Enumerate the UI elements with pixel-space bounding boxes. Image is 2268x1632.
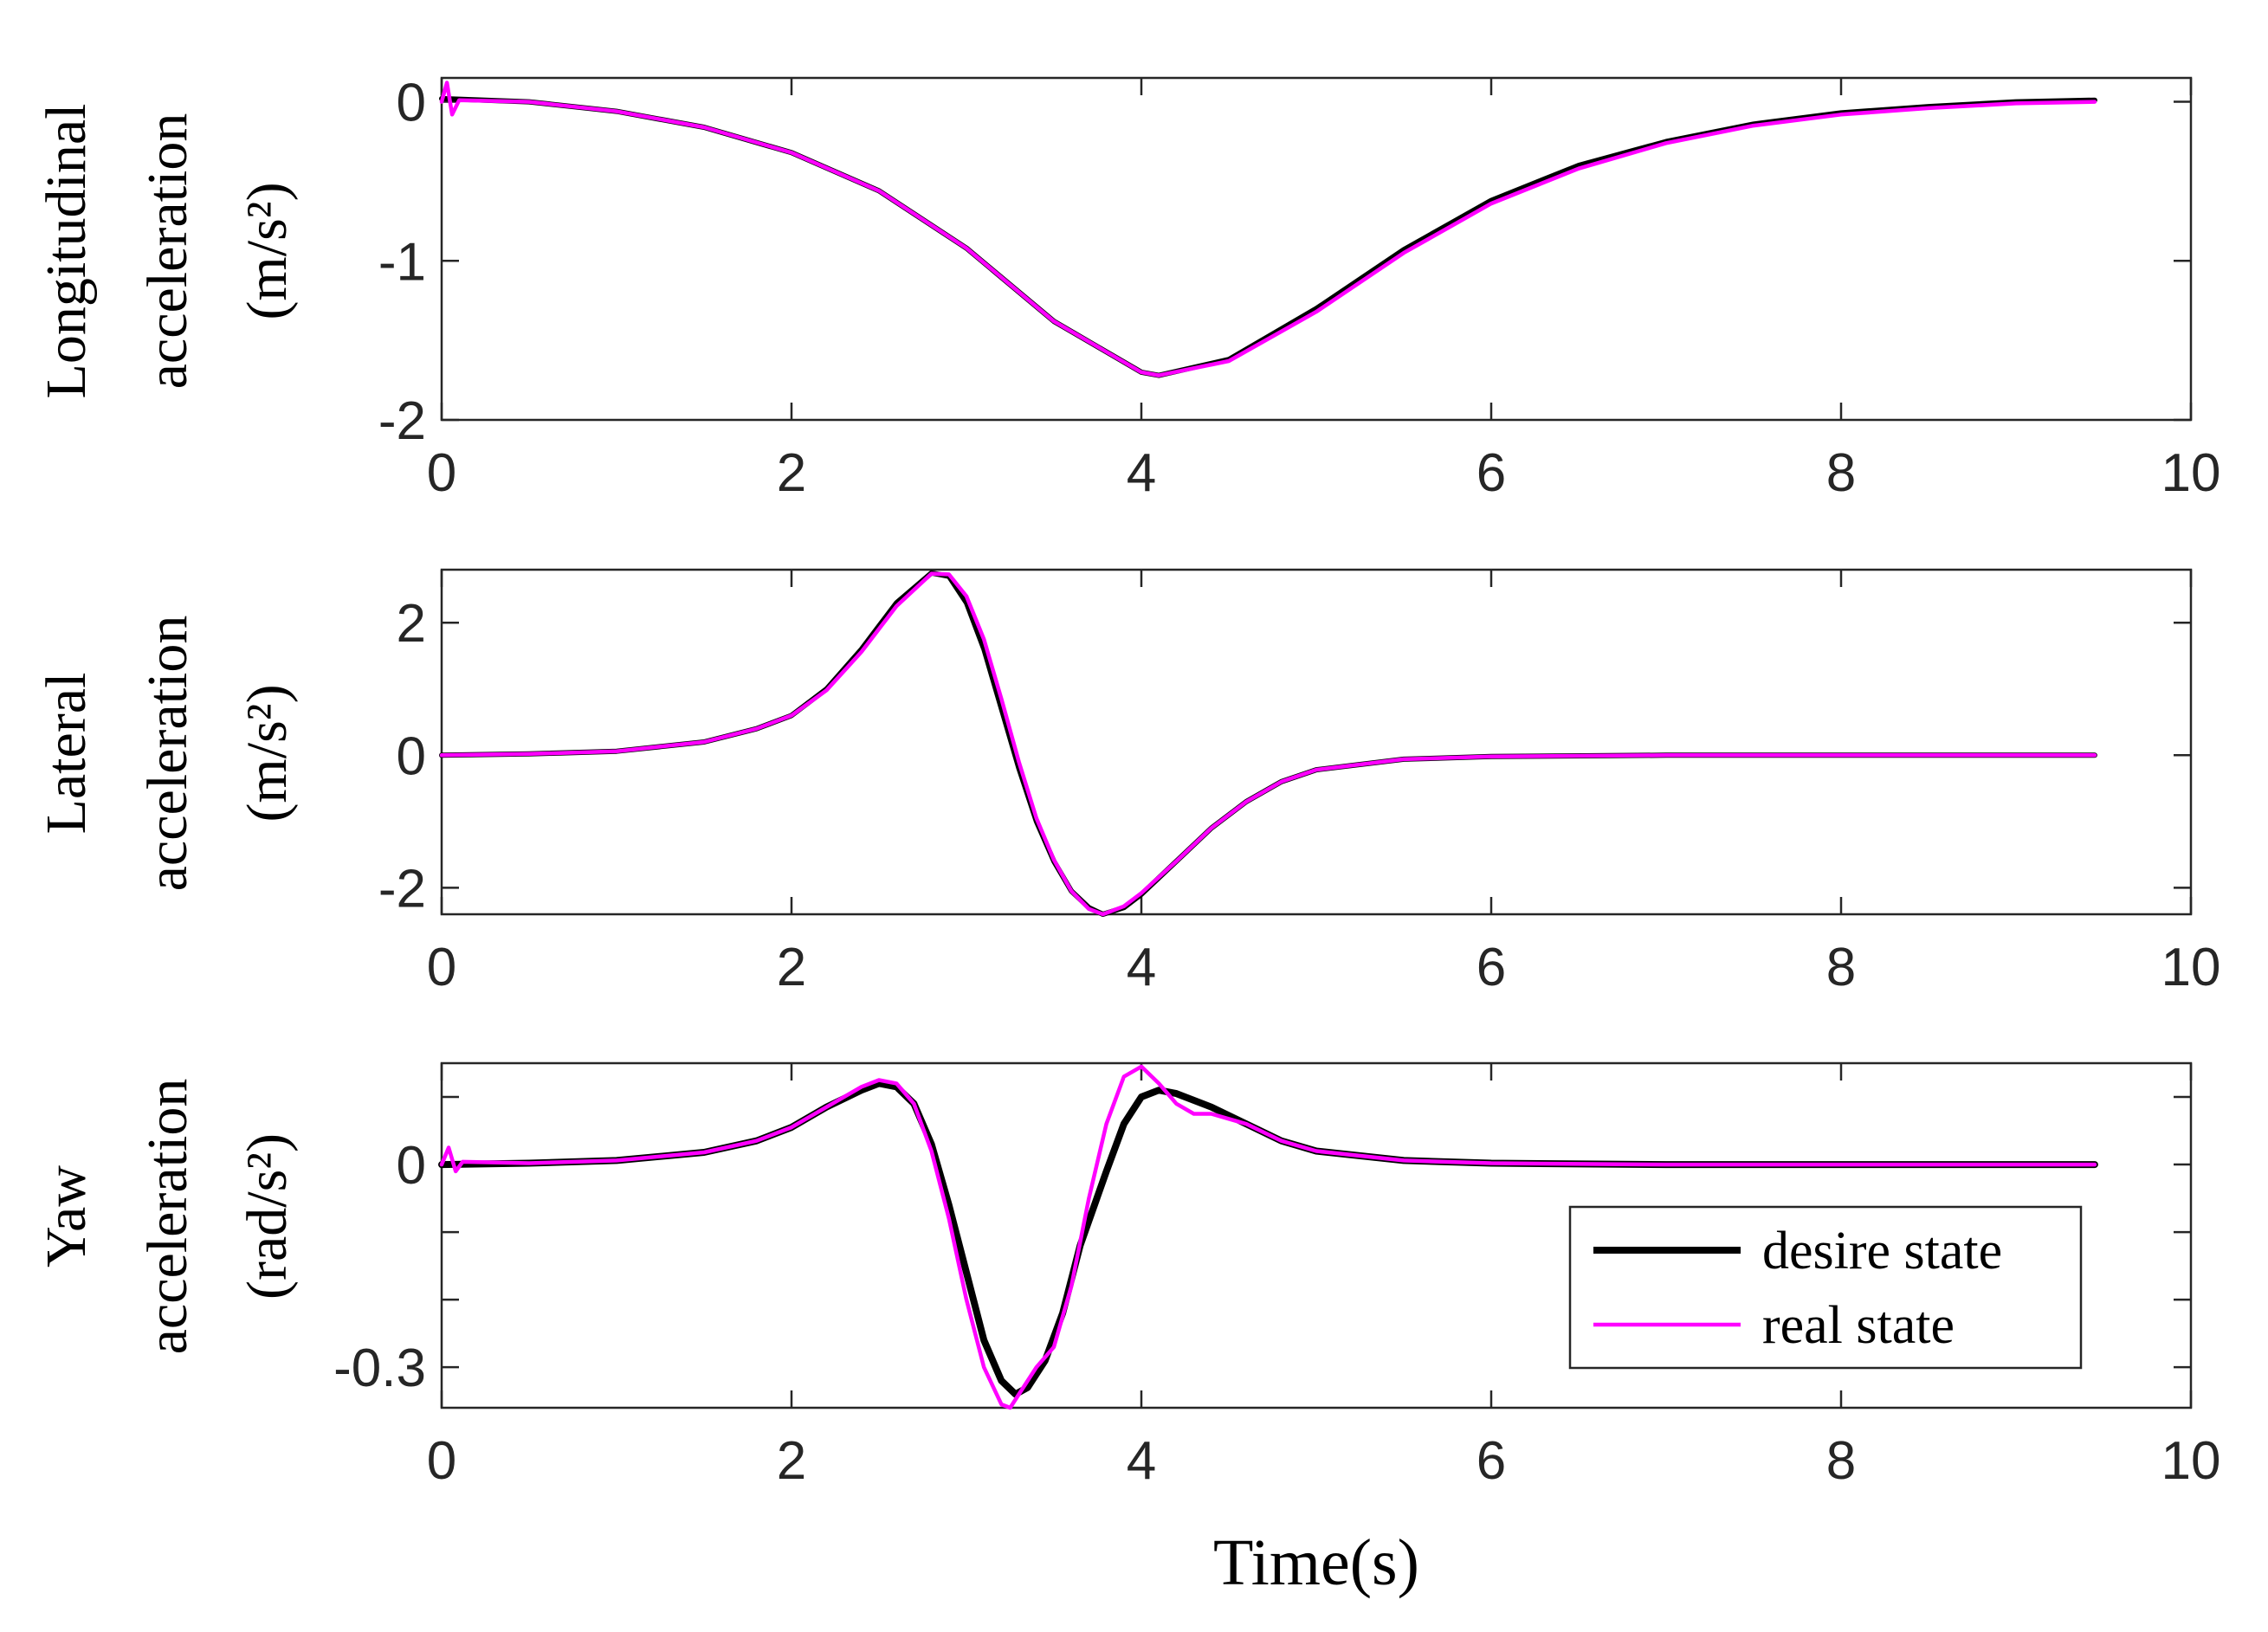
y-tick-label: -1 [378,232,426,292]
plot-area-frame [440,76,2193,422]
x-tick-label: 2 [777,1431,806,1491]
x-tick-label: 0 [427,1431,456,1491]
legend-box [1568,1205,2083,1370]
y-axis-label-line-2: acceleration [136,113,199,390]
x-tick-label: 6 [1476,443,1506,503]
series-line-real-state [439,81,2097,377]
x-tick-label: 0 [427,938,456,997]
x-tick-label: 8 [1826,1431,1856,1491]
y-axis-label-line-2: acceleration [136,616,199,892]
y-axis-label-line-1: Longitudinal [35,104,98,399]
x-tick-label: 10 [2161,1431,2221,1491]
y-axis-label-line-1: Yaw [35,1165,98,1268]
plot-area-frame [440,1061,2193,1409]
legend-label-real-state: real state [1762,1296,1955,1355]
series-lines [439,570,2097,917]
axis-ticks: 0 2 4 6 8 10-202 [378,570,2221,997]
x-tick-label: 0 [427,443,456,503]
x-tick-label: 4 [1127,443,1156,503]
legend-label-desire-state: desire state [1762,1222,2002,1280]
series-line-desire-state [439,95,2097,378]
series-line-real-state [439,1064,2097,1410]
y-axis-label-line-3: (rad/s²) [236,1133,299,1300]
axis-ticks: 0 2 4 6 8 10-0.30 [333,1063,2220,1491]
plot-area-frame [440,568,2193,916]
y-axis-label-line-1: Lateral [35,673,98,835]
axis-ticks: 0 2 4 6 8 10 -2 -1 0 [378,74,2221,503]
legend: desire state real state [1568,1205,2083,1370]
x-tick-label: 6 [1476,938,1506,997]
longitudinal-acceleration-panel: 0 2 4 6 8 10 -2 -1 0 Longitudinal acceleration (… [35,74,2220,503]
x-tick-label: 4 [1127,1431,1156,1491]
y-tick-label: 0 [397,74,426,133]
y-tick-label: -0.3 [333,1338,426,1398]
y-tick-label: -2 [378,859,426,919]
series-line-real-state [439,571,2097,917]
series-lines [439,81,2097,378]
y-tick-label: 2 [397,594,426,654]
y-tick-label: 0 [397,726,426,786]
x-tick-label: 2 [777,443,806,503]
x-tick-label: 10 [2161,443,2221,503]
y-axis-label-line-3: (m/s²) [236,182,299,319]
x-tick-label: 4 [1127,938,1156,997]
x-tick-label: 8 [1826,443,1856,503]
series-lines [438,1064,2098,1410]
x-tick-label: 2 [777,938,806,997]
yaw-acceleration-panel: 0 2 4 6 8 10-0.30 Yaw acceleration (rad/s²) d… [35,1061,2220,1491]
y-axis-label-line-3: (m/s²) [236,684,299,822]
x-axis-title: Time(s) [1213,1526,1419,1599]
x-tick-label: 8 [1826,938,1856,997]
lateral-acceleration-panel: 0 2 4 6 8 10-202 Lateral acceleration (m/s²) [35,568,2221,997]
y-tick-label: 0 [397,1136,426,1196]
y-axis-label-line-2: acceleration [136,1079,199,1355]
x-tick-label: 6 [1476,1431,1506,1491]
y-tick-label: -2 [378,391,426,451]
x-tick-label: 10 [2161,938,2221,997]
